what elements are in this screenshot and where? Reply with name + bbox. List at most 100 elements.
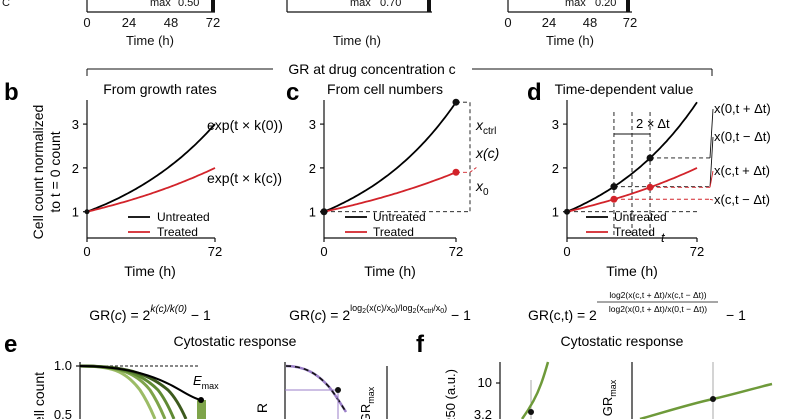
top-left-tick-72: 72 (206, 15, 220, 30)
panel-b-label-top: exp(t × k(0)) (207, 117, 283, 133)
top-right-bar (626, 0, 630, 12)
guide-connector-d-3 (709, 170, 714, 188)
series-line-c-treated (323, 171, 457, 213)
guide-connector-d-2 (709, 198, 714, 201)
point-untreated-minus (610, 183, 618, 191)
panel-c-legend-treated: Treated (373, 225, 414, 239)
panel-d-formula-right: − 1 (726, 307, 746, 323)
panel-e2-gr-label: GRmax (358, 386, 376, 419)
panel-d-label-1: x(0,t + Δt) (714, 101, 771, 116)
panel-b-legend-untreated: Untreated (157, 210, 210, 224)
panel-d-xlabel: Time (h) (606, 263, 658, 279)
panel-f-ytick: 10 (478, 375, 492, 390)
xtick-label-b-72: 72 (208, 244, 222, 259)
panel-e-title: Cytostatic response (174, 333, 297, 349)
top-left-ylabel-fragment: C (2, 0, 10, 9)
chart-panel-b: 1 2 3 0 72 (72, 100, 222, 259)
panel-d-title: Time-dependent value (555, 81, 694, 97)
panel-b-legend-treated: Treated (157, 225, 198, 239)
panel-f-ytick-2: 3.2 (474, 407, 492, 419)
top-right-xlabel: Time (h) (546, 33, 594, 48)
ytick-label-c-2: 2 (309, 161, 316, 176)
start-point-b (84, 209, 90, 215)
top-right-tick-72: 72 (623, 15, 637, 30)
panel-e-emax-point (198, 397, 204, 403)
guide-connector-d-0 (709, 136, 714, 187)
panel-d-label-3: x(c,t + Δt) (714, 163, 770, 178)
panel-d-legend-untreated: Untreated (614, 210, 667, 224)
panel-f2-curve (639, 382, 773, 419)
panel-e-cut-label: R (254, 403, 270, 413)
ytick-label-b-1: 1 (72, 205, 79, 220)
ytick-label-d-3: 3 (552, 117, 559, 132)
panel-e2-curve-purple (285, 364, 348, 413)
panel-d-label-dt: 2 × Δt (636, 116, 670, 131)
series-line-c-untreated (323, 101, 457, 213)
panel-e-emax-label: Emax (193, 373, 219, 391)
panel-b-ylabel-2: to t = 0 count (47, 131, 63, 212)
top-left-value: 0.50 (178, 0, 199, 9)
panel-d-label-2: x(0,t − Δt) (714, 129, 771, 144)
point-treated-plus (646, 183, 654, 191)
top-right-value: 0.20 (595, 0, 616, 9)
top-right-tick-24: 24 (542, 15, 556, 30)
ytick-label-b-2: 2 (72, 161, 79, 176)
panel-letter-b: b (4, 79, 19, 106)
panel-d-label-4: x(c,t − Δt) (714, 192, 770, 207)
ytick-label-c-1: 1 (309, 205, 316, 220)
panel-d-formula-den: log2(x(0,t + Δt)/x(0,t − Δt)) (609, 304, 707, 314)
panel-b-xlabel: Time (h) (124, 263, 176, 279)
top-left-xlabel: Time (h) (126, 33, 174, 48)
panel-letter-e: e (4, 331, 17, 358)
panel-b-label-bottom: exp(t × k(c)) (207, 170, 282, 186)
start-point-d (564, 208, 570, 215)
panel-letter-c: c (286, 79, 299, 106)
panel-f2-point (710, 396, 716, 402)
panel-d: Time-dependent value Time (h) 2 × Δt t x… (528, 81, 771, 323)
panel-c-title: From cell numbers (327, 81, 443, 97)
panel-d-legend-treated: Treated (614, 225, 655, 239)
top-mid-emax: max (350, 0, 371, 9)
series-line-d-untreated (566, 101, 698, 213)
xtick-label-d-0: 0 (563, 244, 570, 259)
top-right-tick-0: 0 (504, 15, 511, 30)
top-row: 0 24 48 72 Time (h) max 0.50 C Time (h) … (2, 0, 637, 48)
point-untreated-plus (646, 154, 654, 162)
chart-panel-c: 1 2 3 0 72 (309, 98, 479, 259)
ytick-label-d-2: 2 (552, 161, 559, 176)
bracket: GR at drug concentration c (86, 61, 713, 77)
xtick-label-c-72: 72 (449, 244, 463, 259)
guide-xc-tick-c (469, 165, 479, 173)
panel-d-formula-num: log2(x(c,t + Δt)/x(c,t − Δt)) (609, 290, 706, 300)
ytick-label-c-3: 3 (309, 117, 316, 132)
series-line-b-untreated (86, 123, 216, 213)
xtick-label-d-72: 72 (690, 244, 704, 259)
bracket-label: GR at drug concentration c (288, 61, 455, 77)
panel-e-curve-untreated (79, 365, 202, 401)
top-mid-bar (427, 0, 431, 12)
panel-f2-gr-label: GRmax (600, 379, 618, 416)
panel-c-formula: GR(c) = 2log2(x(c)/x0)/log2(xctrl/x0) − … (289, 303, 471, 323)
ytick-label-b-3: 3 (72, 117, 79, 132)
top-mid-xlabel: Time (h) (333, 33, 381, 48)
panel-e-ytick-2: 0.5 (54, 407, 72, 419)
panel-c: From cell numbers Time (h) xctrl x(c) x0… (289, 81, 499, 323)
top-right-tick-48: 48 (583, 15, 597, 30)
panel-f-curve (520, 361, 550, 419)
series-line-b-treated (86, 167, 216, 213)
top-left-emax: max (150, 0, 171, 9)
start-point-c (320, 208, 328, 216)
top-left-tick-24: 24 (122, 15, 136, 30)
series-line-d-treated (566, 167, 698, 213)
panel-c-label-x0: x0 (475, 178, 489, 198)
top-right-emax: max (565, 0, 586, 9)
panel-b: From growth rates Cell count normalized … (30, 81, 283, 323)
ytick-label-d-1: 1 (552, 205, 559, 220)
top-left-bar (211, 0, 215, 12)
panel-e: Cytostatic response ell count 1.0 0.5 Em… (31, 333, 388, 419)
panel-e-ytick: 1.0 (54, 358, 72, 373)
top-left-tick-48: 48 (164, 15, 178, 30)
guide-connector-d-1 (709, 108, 714, 159)
panel-f-title: Cytostatic response (561, 333, 684, 349)
xtick-label-c-0: 0 (320, 244, 327, 259)
